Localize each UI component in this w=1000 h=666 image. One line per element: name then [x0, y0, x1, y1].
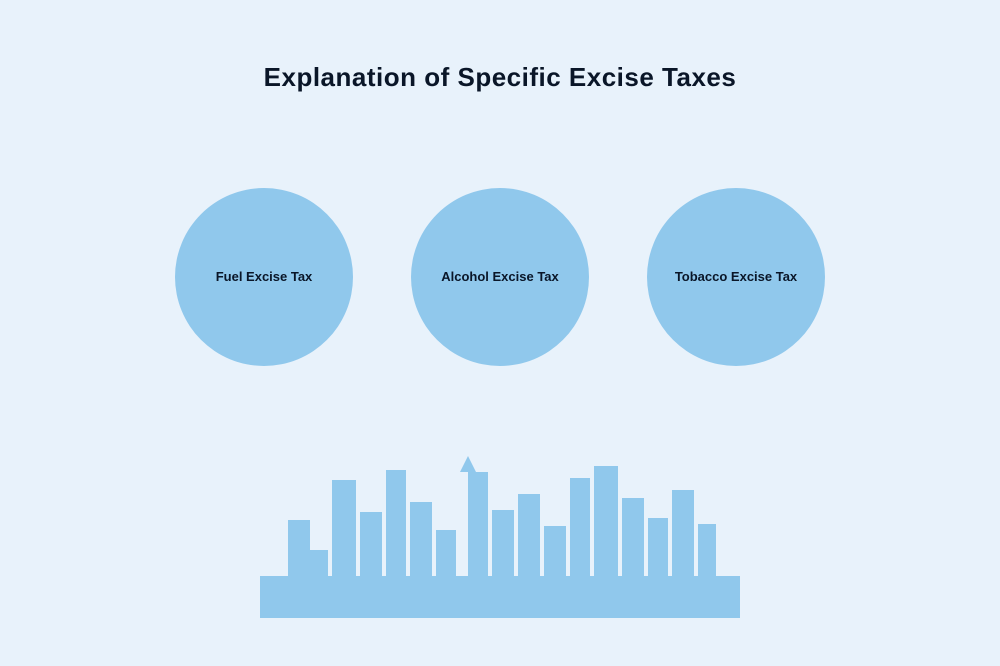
circle-alcohol: Alcohol Excise Tax	[411, 188, 589, 366]
circle-label-alcohol: Alcohol Excise Tax	[426, 268, 574, 286]
page-title: Explanation of Specific Excise Taxes	[0, 0, 1000, 93]
circle-fuel: Fuel Excise Tax	[175, 188, 353, 366]
circle-tobacco: Tobacco Excise Tax	[647, 188, 825, 366]
skyline-graphic	[260, 426, 740, 618]
circle-label-fuel: Fuel Excise Tax	[201, 268, 328, 286]
circles-container: Fuel Excise Tax Alcohol Excise Tax Tobac…	[0, 188, 1000, 366]
circle-label-tobacco: Tobacco Excise Tax	[660, 268, 812, 286]
